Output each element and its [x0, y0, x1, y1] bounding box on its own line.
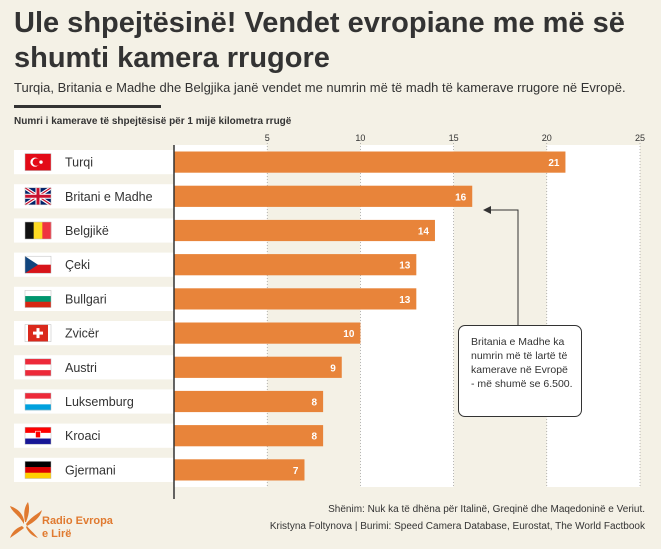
bar	[174, 185, 473, 207]
x-tick-label: 20	[542, 133, 552, 143]
flag-switzerland-icon	[24, 324, 52, 342]
footer-credit: Kristyna Foltynova | Burimi: Speed Camer…	[269, 521, 645, 532]
x-tick-label: 15	[449, 133, 459, 143]
rferl-logo-text: Radio Evropa e Lirë	[42, 515, 113, 541]
x-tick-label: 5	[265, 133, 270, 143]
category-label: Belgjikë	[65, 224, 109, 238]
x-axis-label: Numri i kamerave të shpejtësisë për 1 mi…	[14, 116, 292, 127]
flag-belgium-icon	[24, 221, 52, 240]
flag-austria-icon	[24, 358, 52, 377]
bar-value-label: 13	[399, 295, 411, 306]
category-label: Kroaci	[65, 429, 100, 443]
footer-note: Shënim: Nuk ka të dhëna për Italinë, Gre…	[328, 504, 645, 515]
category-label: Britani e Madhe	[65, 190, 153, 204]
bar	[174, 425, 324, 447]
flag-uk-icon	[24, 186, 52, 207]
footer-notes: Shënim: Nuk ka të dhëna për Italinë, Gre…	[270, 501, 645, 535]
bar	[174, 459, 305, 481]
category-label: Bullgari	[65, 292, 107, 306]
brand-line-2: e Lirë	[42, 528, 72, 540]
category-label: Austri	[65, 361, 97, 375]
bar-value-label: 7	[293, 466, 299, 477]
bar	[174, 288, 417, 310]
flag-luxembourg-icon	[24, 392, 52, 411]
category-label: Gjermani	[65, 463, 116, 477]
x-tick-label: 25	[635, 133, 645, 143]
bar	[174, 254, 417, 276]
annotation-arrow	[489, 209, 519, 325]
bar-value-label: 16	[455, 192, 467, 203]
bar-value-label: 14	[418, 227, 430, 238]
flag-turkey-icon	[24, 153, 52, 171]
flag-croatia-icon	[24, 426, 52, 445]
annotation-callout: Britania e Madhe ka numrin më të lartë t…	[458, 325, 582, 417]
category-label: Zvicër	[65, 327, 99, 341]
bar-value-label: 9	[330, 363, 336, 374]
category-label: Çeki	[65, 258, 90, 272]
bar	[174, 390, 324, 413]
bar	[174, 151, 566, 173]
x-tick-label: 10	[355, 133, 365, 143]
logo-mark-icon	[10, 502, 42, 538]
bar-value-label: 10	[343, 329, 355, 340]
flag-germany-icon	[24, 461, 52, 479]
bar	[174, 219, 435, 242]
brand-line-1: Radio Evropa	[42, 515, 113, 527]
chart-subtitle: Turqia, Britania e Madhe dhe Belgjika ja…	[14, 80, 626, 95]
category-label: Luksemburg	[65, 395, 134, 409]
category-label: Turqi	[65, 156, 93, 170]
bar-value-label: 21	[548, 158, 560, 169]
bar-value-label: 8	[312, 398, 318, 409]
bar-value-label: 13	[399, 261, 411, 272]
annotation-arrowhead	[483, 206, 491, 214]
bar	[174, 322, 361, 344]
chart-title: Ule shpejtësinë! Vendet evropiane me më …	[14, 7, 625, 74]
bar	[174, 356, 342, 378]
bar-value-label: 8	[312, 432, 318, 443]
rferl-logo	[10, 502, 42, 538]
flag-bulgaria-icon	[24, 290, 52, 308]
flag-czechia-icon	[24, 255, 52, 274]
axis-title-rule	[14, 105, 161, 108]
grid-band	[546, 145, 640, 487]
